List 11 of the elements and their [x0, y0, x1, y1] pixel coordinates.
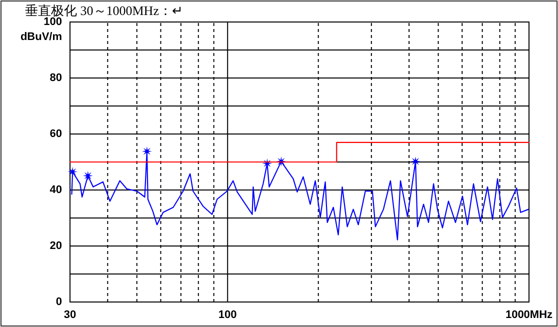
ytick: 60 [50, 128, 62, 140]
xtick: 1000MHz [505, 309, 553, 321]
ytick: 80 [50, 72, 62, 84]
xtick: 100 [218, 309, 237, 321]
xtick: 30 [64, 309, 76, 321]
ylabel: dBuV/m [20, 31, 62, 43]
ytick: 40 [50, 184, 62, 196]
ytick: 0 [56, 296, 62, 308]
ytick: 20 [50, 240, 62, 252]
ytick: 100 [44, 16, 62, 28]
title: 垂直极化 30～1000MHz：↵ [25, 3, 183, 18]
